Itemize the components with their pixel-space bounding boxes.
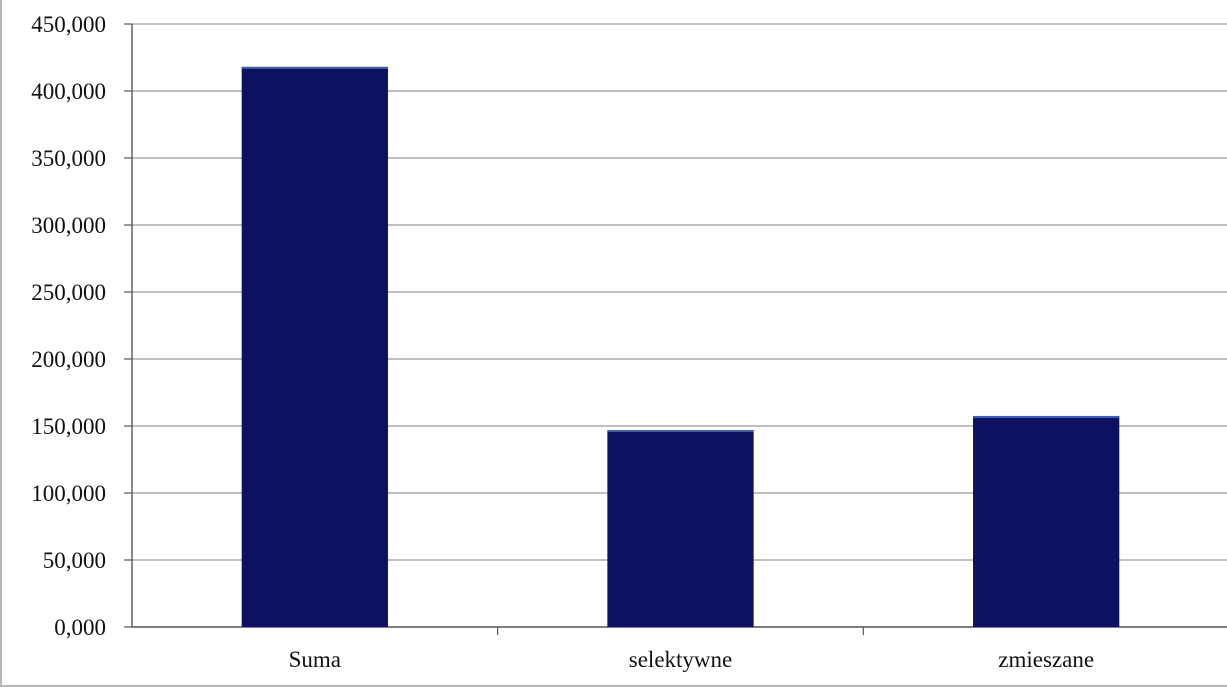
- y-tick-label: 400,000: [31, 79, 106, 104]
- bar-suma: [241, 66, 388, 627]
- y-tick-label: 250,000: [31, 280, 106, 305]
- x-category-label: Suma: [289, 647, 341, 672]
- bar-selektywne: [607, 430, 754, 627]
- y-tick-label: 200,000: [31, 347, 106, 372]
- y-tick-label: 0,000: [54, 615, 106, 640]
- y-tick-label: 50,000: [43, 548, 106, 573]
- y-tick-label: 150,000: [31, 414, 106, 439]
- y-tick-label: 350,000: [31, 146, 106, 171]
- x-category-label: zmieszane: [998, 647, 1094, 672]
- y-tick-label: 300,000: [31, 213, 106, 238]
- bar-zmieszane: [973, 415, 1120, 627]
- y-tick-label: 450,000: [31, 12, 106, 37]
- x-category-label: selektywne: [629, 647, 732, 672]
- y-tick-label: 100,000: [31, 481, 106, 506]
